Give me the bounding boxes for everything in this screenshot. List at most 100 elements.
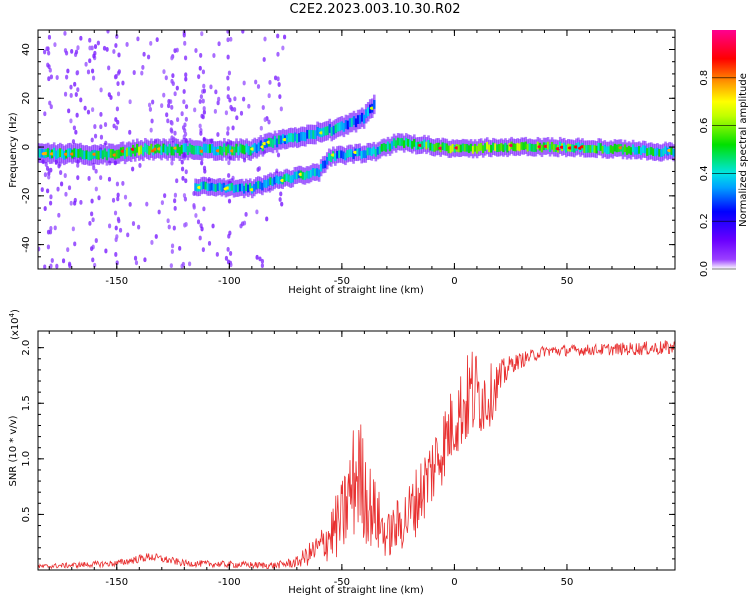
heat-speckle [117,69,121,75]
heat-speckle [113,210,118,216]
heat-speckle [49,74,54,80]
heat-speckle [40,187,44,193]
main-band-core [332,125,335,135]
heat-speckle [143,257,147,263]
second-band-core [585,145,588,153]
heat-speckle [88,220,92,226]
second-band-core [216,183,220,191]
second-band-core [471,146,475,154]
heat-speckle [170,160,174,166]
heat-speckle [241,30,245,34]
heat-speckle [74,129,78,135]
main-band-core [95,150,98,160]
x-tick-label: -150 [105,276,128,287]
heat-speckle [202,88,206,94]
second-band-core [441,142,444,151]
main-band-core [302,131,305,141]
heat-speckle [194,48,198,53]
main-band-core [292,133,295,143]
main-band-core [269,138,273,147]
heat-speckle [197,74,201,80]
second-band-core [259,181,262,190]
heat-speckle [209,84,213,90]
heat-speckle [167,224,171,230]
second-band-core [348,149,351,158]
heat-speckle [173,48,177,54]
x-tick-label: -50 [334,276,350,287]
main-band-core [239,143,242,153]
second-band-core [615,144,619,153]
second-band-core [352,151,355,160]
second-band-core [642,145,645,154]
heat-speckle [201,69,206,75]
heat-speckle [114,43,118,48]
second-band-core [500,143,503,151]
second-band-core [638,146,641,154]
second-band-core [559,141,562,150]
heat-speckle [227,70,232,76]
second-band-core [400,138,404,146]
second-band-core [635,146,639,155]
heat-speckle [70,48,74,54]
second-band-core [494,143,497,152]
second-band-core [437,142,440,151]
second-band-core [514,143,517,152]
heat-speckle [83,105,87,111]
heat-speckle [53,225,57,231]
main-band-core [354,118,358,128]
spectrogram-frame [37,29,676,270]
main-band-core [310,129,313,139]
heat-speckle [47,34,52,40]
heat-speckle [183,196,188,202]
heat-speckle [79,97,83,103]
main-band-core [328,124,331,133]
main-band-core [290,133,293,142]
main-band-core [324,126,327,136]
y-tick-label: 1.0 [21,451,32,467]
second-band-core [631,144,635,153]
second-band-core [429,142,432,151]
heat-speckle [116,81,120,87]
heat-speckle [198,123,202,129]
y-tick-label: -20 [21,188,32,204]
main-band-core [237,146,240,156]
heat-speckle [180,111,184,117]
heat-speckle [226,94,230,100]
heat-speckle [72,125,76,131]
second-band-core [447,145,450,154]
second-band-core [386,141,390,150]
heat-speckle [118,227,123,233]
main-band-core [287,133,291,143]
heat-speckle [240,221,245,227]
second-band-core [319,163,323,172]
second-band-core [378,146,382,154]
heat-speckle [63,30,67,36]
second-band-core [364,150,367,159]
second-band-core [536,141,540,150]
heat-speckle [226,126,230,132]
second-band-core [475,145,479,154]
second-band-core [627,145,631,154]
main-band-core [184,143,188,153]
second-band-core [388,143,392,152]
heat-speckle [184,169,188,175]
heat-speckle [140,70,144,76]
snr-plot-area [38,331,675,570]
heat-speckle [170,249,174,254]
heat-speckle [47,64,51,70]
main-band-core [146,144,149,154]
second-band-core [433,144,436,152]
heat-speckle [43,111,47,117]
second-band-core [479,142,483,151]
second-band-core [230,182,234,191]
heat-speckle [254,79,258,85]
heat-speckle [217,41,221,47]
heat-speckle [247,103,251,109]
heat-speckle [215,251,219,257]
second-band-core [263,179,266,188]
heat-speckle [115,234,119,240]
heat-speckle [66,247,70,253]
second-band-core [484,143,487,151]
second-band-core [565,144,568,153]
second-band-core [330,154,333,163]
